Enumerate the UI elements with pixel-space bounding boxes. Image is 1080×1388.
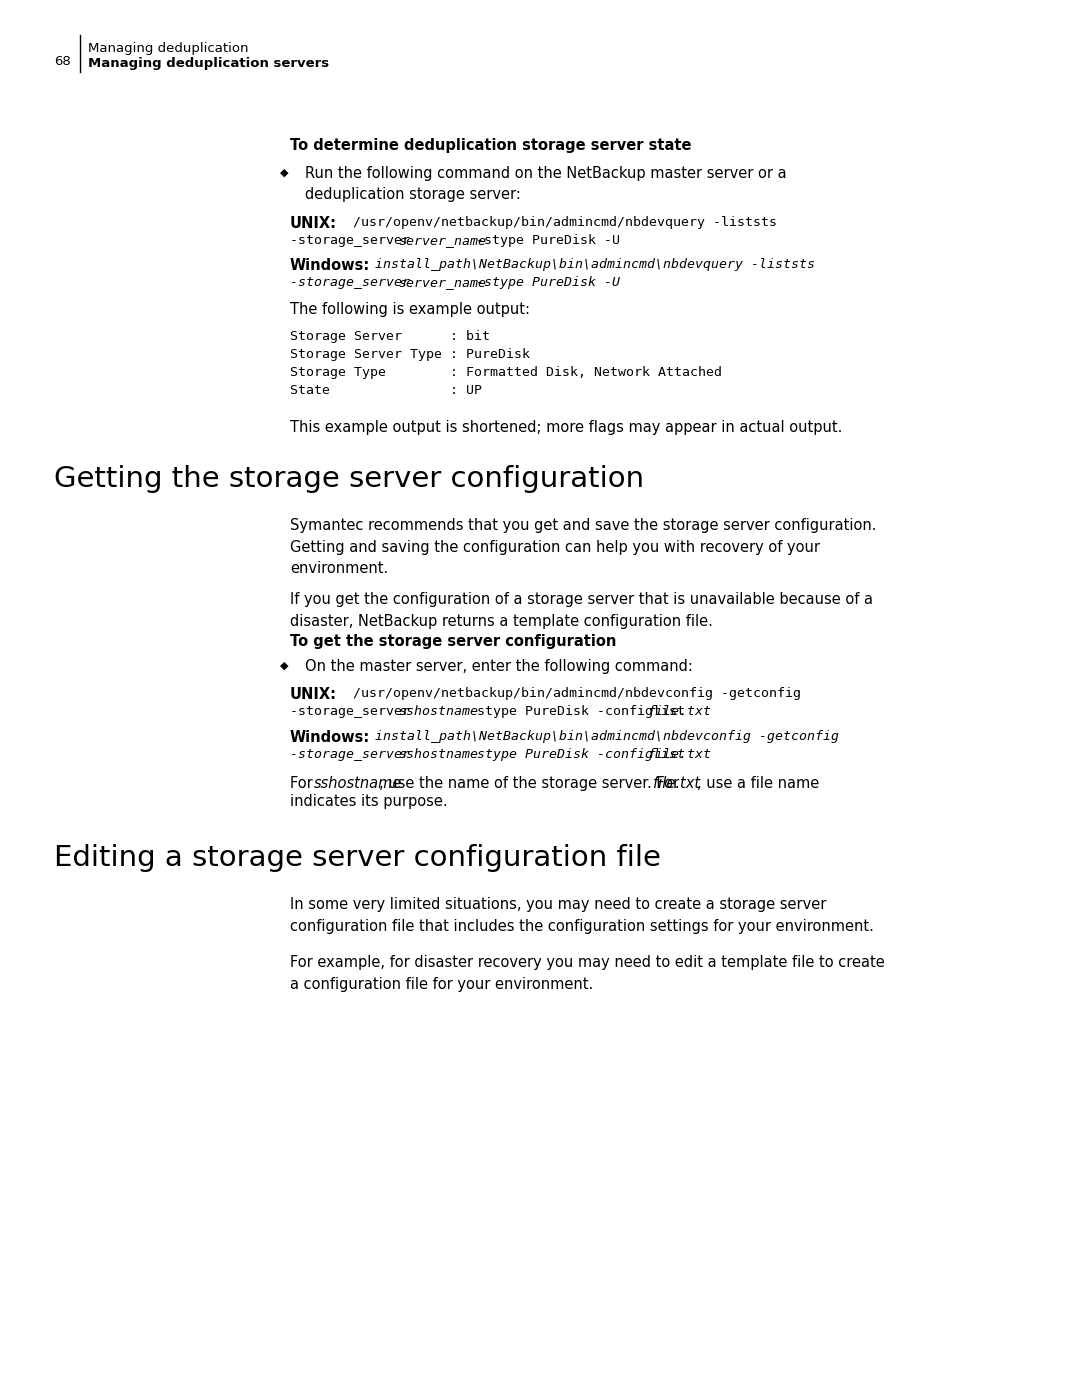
Text: file.txt: file.txt bbox=[653, 776, 700, 791]
Text: install_path\NetBackup\bin\admincmd\nbdevconfig -getconfig: install_path\NetBackup\bin\admincmd\nbde… bbox=[375, 730, 839, 743]
Text: Symantec recommends that you get and save the storage server configuration.
Gett: Symantec recommends that you get and sav… bbox=[291, 518, 877, 576]
Text: -stype PureDisk -configlist: -stype PureDisk -configlist bbox=[461, 705, 693, 718]
Text: To get the storage server configuration: To get the storage server configuration bbox=[291, 634, 617, 650]
Text: server_name: server_name bbox=[399, 235, 486, 247]
Text: , use the name of the storage server. For: , use the name of the storage server. Fo… bbox=[379, 776, 684, 791]
Text: Storage Server      : bit: Storage Server : bit bbox=[291, 330, 490, 343]
Text: State               : UP: State : UP bbox=[291, 384, 482, 397]
Text: For: For bbox=[291, 776, 318, 791]
Text: To determine deduplication storage server state: To determine deduplication storage serve… bbox=[291, 137, 691, 153]
Text: install_path\NetBackup\bin\admincmd\nbdevquery -liststs: install_path\NetBackup\bin\admincmd\nbde… bbox=[375, 258, 815, 271]
Text: sshostname: sshostname bbox=[399, 748, 478, 761]
Text: 68: 68 bbox=[54, 56, 71, 68]
Text: Editing a storage server configuration file: Editing a storage server configuration f… bbox=[54, 844, 661, 872]
Text: UNIX:: UNIX: bbox=[291, 217, 337, 230]
Text: indicates its purpose.: indicates its purpose. bbox=[291, 794, 447, 809]
Text: ◆: ◆ bbox=[280, 168, 288, 178]
Text: Storage Type        : Formatted Disk, Network Attached: Storage Type : Formatted Disk, Network A… bbox=[291, 366, 723, 379]
Text: file.txt: file.txt bbox=[647, 705, 711, 718]
Text: -stype PureDisk -U: -stype PureDisk -U bbox=[468, 276, 620, 289]
Text: Managing deduplication servers: Managing deduplication servers bbox=[87, 57, 329, 69]
Text: -stype PureDisk -configlist: -stype PureDisk -configlist bbox=[461, 748, 693, 761]
Text: ◆: ◆ bbox=[280, 661, 288, 670]
Text: Windows:: Windows: bbox=[291, 730, 370, 745]
Text: , use a file name: , use a file name bbox=[697, 776, 820, 791]
Text: server_name: server_name bbox=[399, 276, 486, 289]
Text: On the master server, enter the following command:: On the master server, enter the followin… bbox=[305, 659, 693, 675]
Text: /usr/openv/netbackup/bin/admincmd/nbdevquery -liststs: /usr/openv/netbackup/bin/admincmd/nbdevq… bbox=[353, 217, 777, 229]
Text: This example output is shortened; more flags may appear in actual output.: This example output is shortened; more f… bbox=[291, 421, 842, 434]
Text: -storage_server: -storage_server bbox=[291, 235, 418, 247]
Text: If you get the configuration of a storage server that is unavailable because of : If you get the configuration of a storag… bbox=[291, 593, 873, 629]
Text: Windows:: Windows: bbox=[291, 258, 370, 273]
Text: For example, for disaster recovery you may need to edit a template file to creat: For example, for disaster recovery you m… bbox=[291, 955, 885, 991]
Text: Run the following command on the NetBackup master server or a
deduplication stor: Run the following command on the NetBack… bbox=[305, 167, 786, 203]
Text: -storage_server: -storage_server bbox=[291, 705, 418, 718]
Text: Getting the storage server configuration: Getting the storage server configuration bbox=[54, 465, 644, 493]
Text: sshostname: sshostname bbox=[399, 705, 478, 718]
Text: -stype PureDisk -U: -stype PureDisk -U bbox=[468, 235, 620, 247]
Text: sshostname: sshostname bbox=[314, 776, 403, 791]
Text: -storage_server: -storage_server bbox=[291, 748, 418, 761]
Text: Managing deduplication: Managing deduplication bbox=[87, 42, 248, 56]
Text: -storage_server: -storage_server bbox=[291, 276, 418, 289]
Text: UNIX:: UNIX: bbox=[291, 687, 337, 702]
Text: /usr/openv/netbackup/bin/admincmd/nbdevconfig -getconfig: /usr/openv/netbackup/bin/admincmd/nbdevc… bbox=[353, 687, 801, 700]
Text: The following is example output:: The following is example output: bbox=[291, 303, 530, 316]
Text: file.txt: file.txt bbox=[647, 748, 711, 761]
Text: In some very limited situations, you may need to create a storage server
configu: In some very limited situations, you may… bbox=[291, 897, 874, 934]
Text: Storage Server Type : PureDisk: Storage Server Type : PureDisk bbox=[291, 348, 530, 361]
